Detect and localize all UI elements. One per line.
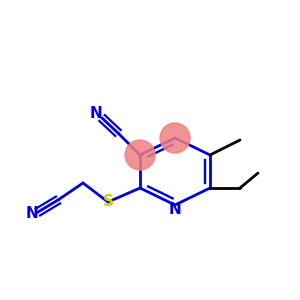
Text: N: N (169, 202, 182, 217)
Text: N: N (26, 206, 38, 220)
Text: N: N (90, 106, 102, 121)
Text: S: S (103, 194, 113, 209)
Circle shape (160, 123, 190, 153)
Circle shape (125, 140, 155, 170)
